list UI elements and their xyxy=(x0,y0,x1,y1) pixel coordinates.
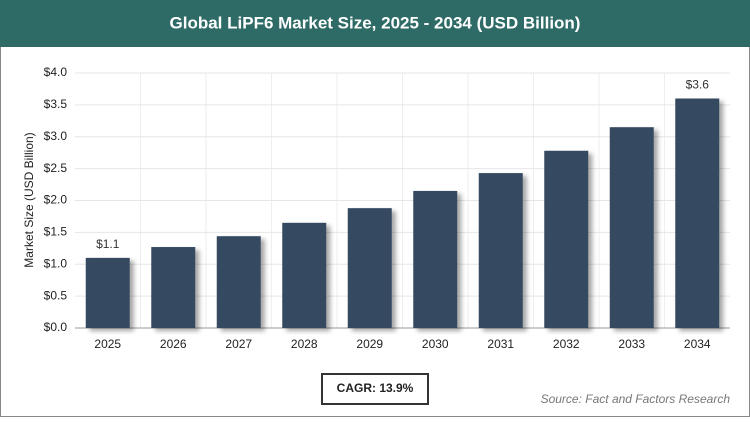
y-tick-label: $1.5 xyxy=(44,225,68,239)
bar xyxy=(151,247,196,328)
value-label: $3.6 xyxy=(686,78,710,92)
x-tick-label: 2029 xyxy=(356,337,383,351)
bar xyxy=(282,222,327,328)
bar xyxy=(85,257,130,328)
x-tick-label: 2031 xyxy=(487,337,514,351)
y-tick-label: $2.5 xyxy=(44,161,68,175)
x-tick-label: 2025 xyxy=(94,337,121,351)
x-tick-label: 2034 xyxy=(684,337,711,351)
bar xyxy=(347,208,392,328)
y-axis-label: Market Size (USD Billion) xyxy=(22,132,36,267)
bar xyxy=(544,150,589,328)
bar xyxy=(216,236,261,328)
x-tick-label: 2032 xyxy=(553,337,580,351)
bar xyxy=(675,98,720,328)
y-tick-label: $3.5 xyxy=(44,97,68,111)
y-tick-label: $4.0 xyxy=(44,65,68,79)
x-tick-label: 2026 xyxy=(160,337,187,351)
bar xyxy=(478,173,523,328)
y-tick-label: $2.0 xyxy=(44,193,68,207)
cagr-box xyxy=(321,373,429,405)
x-tick-label: 2033 xyxy=(618,337,645,351)
bar xyxy=(609,127,654,328)
bar xyxy=(413,190,458,328)
x-tick-label: 2028 xyxy=(291,337,318,351)
chart-title: Global LiPF6 Market Size, 2025 - 2034 (U… xyxy=(170,13,581,32)
cagr: CAGR: 13.9% xyxy=(337,381,414,395)
value-label: $1.1 xyxy=(96,237,120,251)
y-tick-label: $3.0 xyxy=(44,129,68,143)
y-tick-label: $0.0 xyxy=(44,320,68,334)
y-tick-label: $1.0 xyxy=(44,256,68,270)
x-tick-label: 2027 xyxy=(225,337,252,351)
source: Source: Fact and Factors Research xyxy=(541,392,731,406)
x-tick-label: 2030 xyxy=(422,337,449,351)
header xyxy=(0,0,750,47)
y-tick-label: $0.5 xyxy=(44,288,68,302)
